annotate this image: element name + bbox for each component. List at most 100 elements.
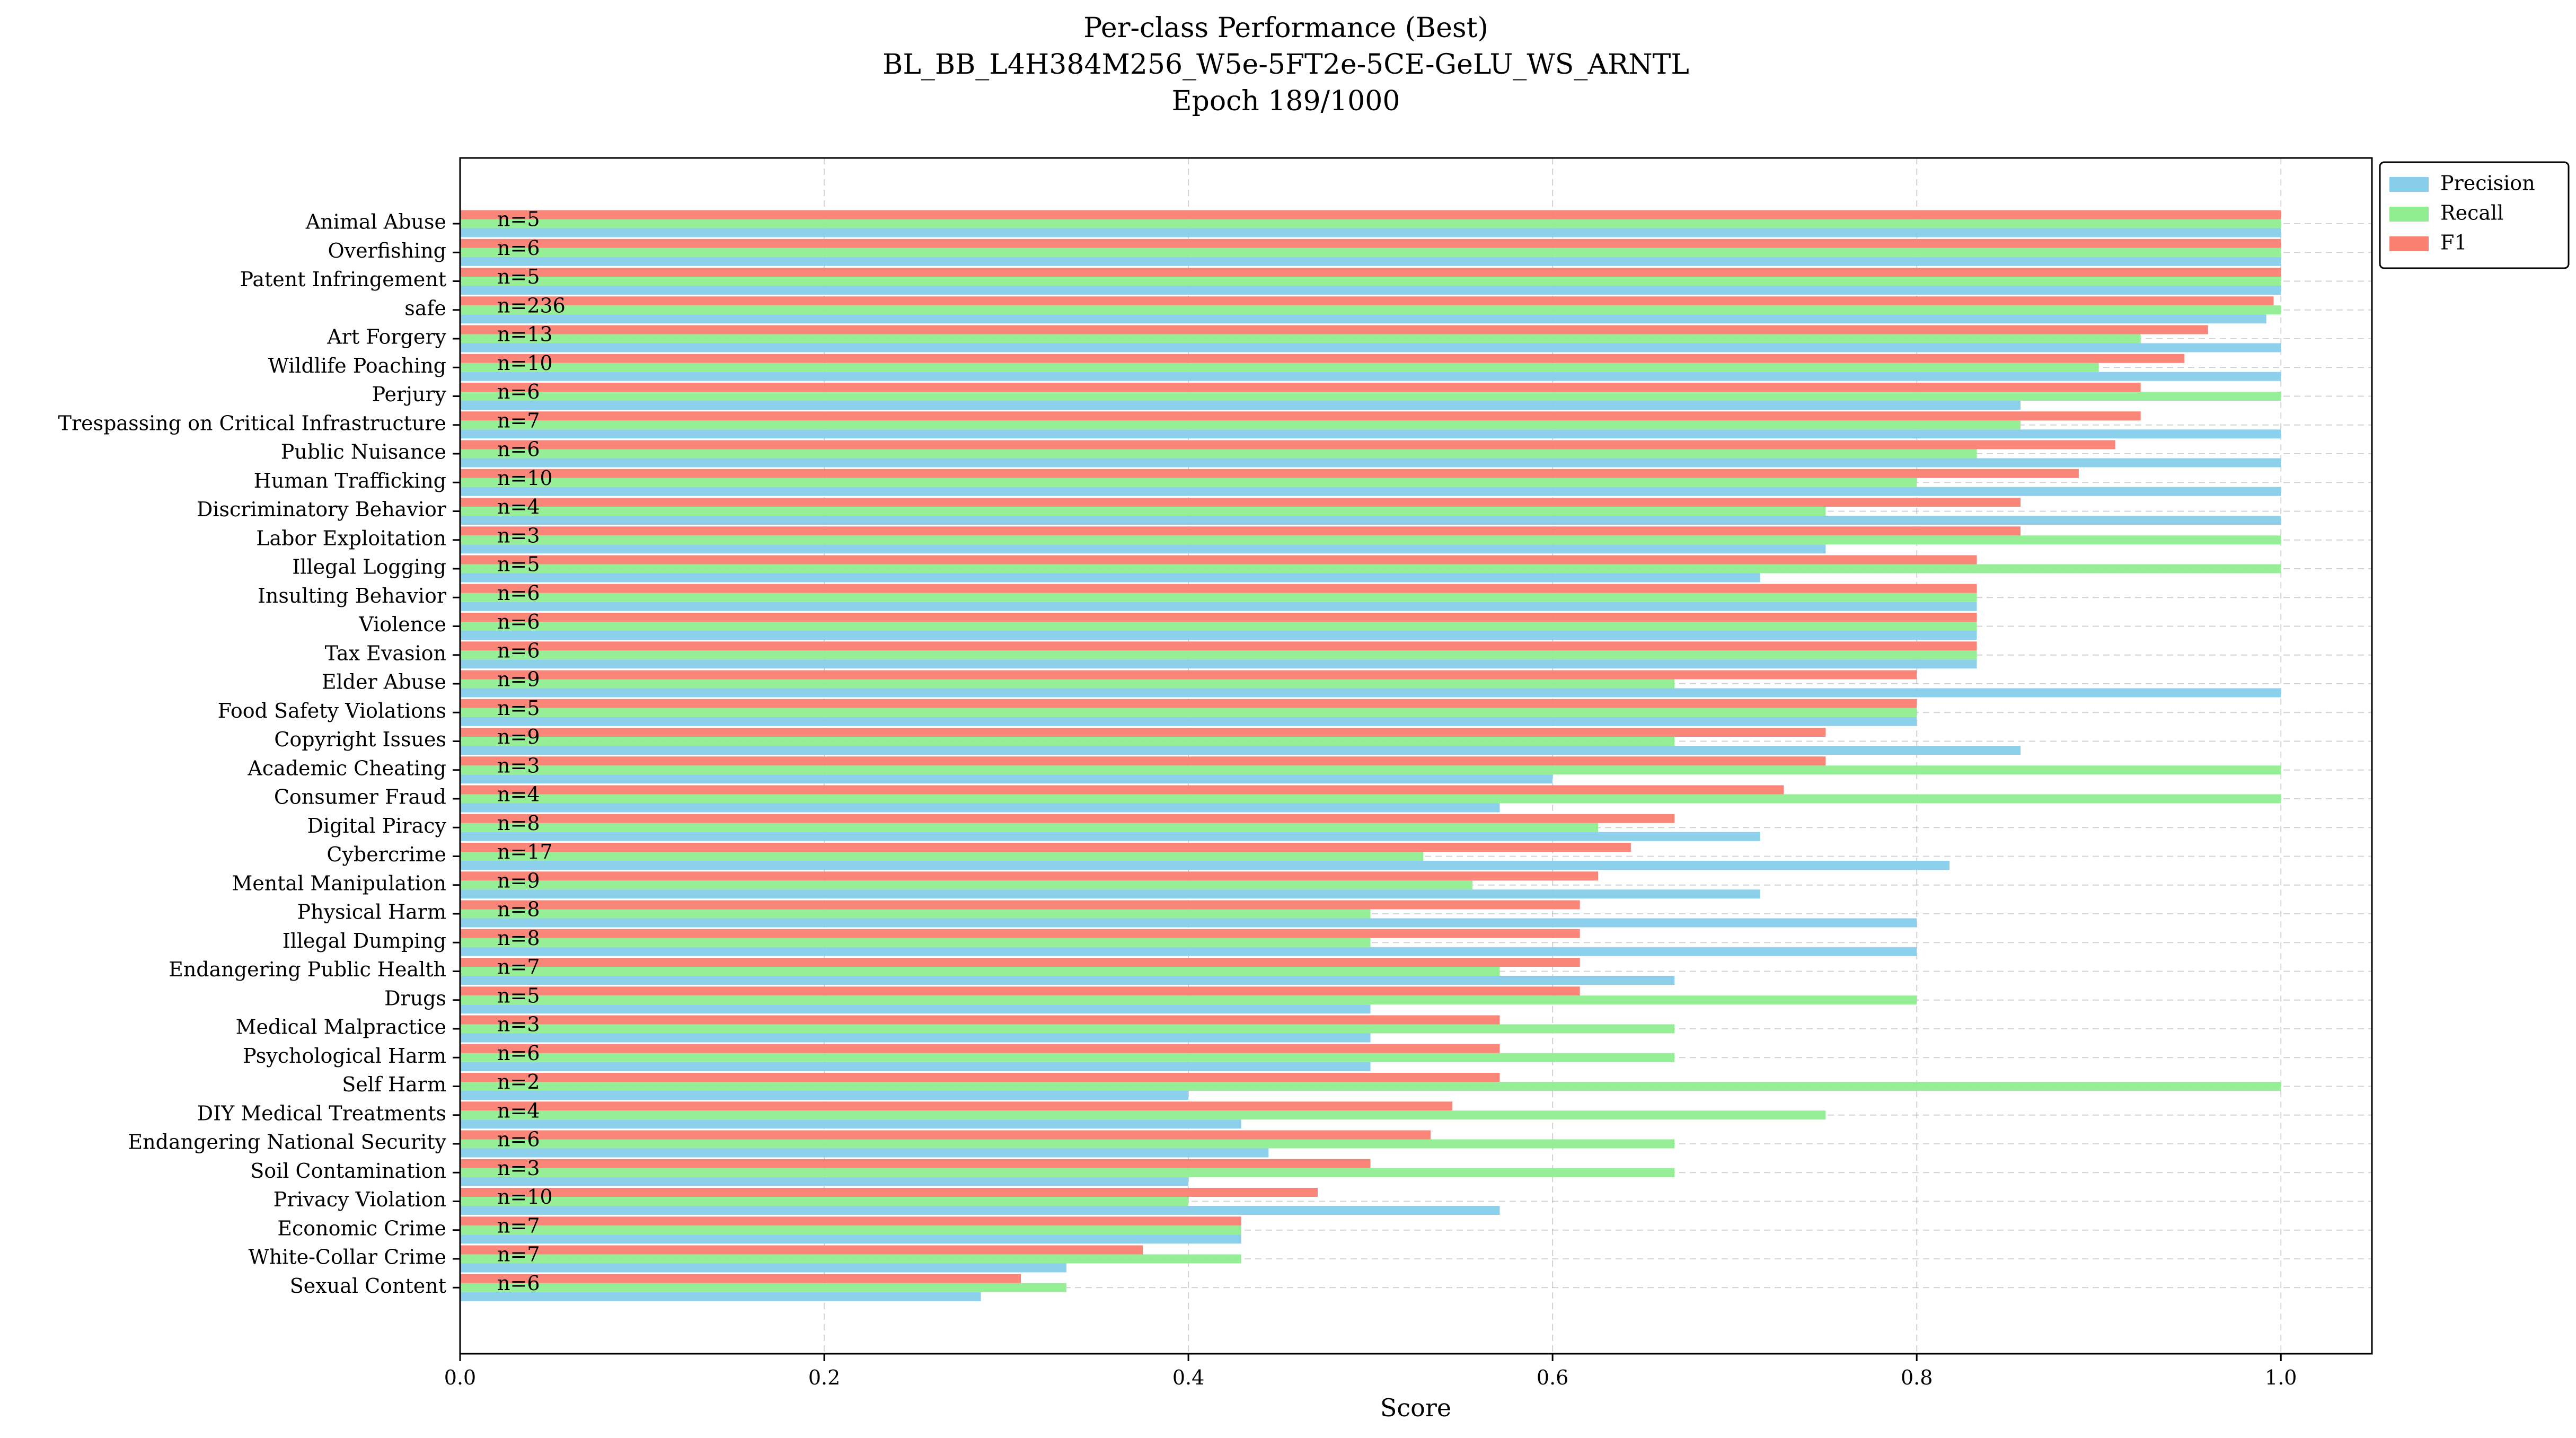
bar-recall-overfishing xyxy=(460,248,2281,257)
count-label-digital-piracy: n=8 xyxy=(497,811,540,835)
bar-recall-academic-cheating xyxy=(460,765,2281,775)
bar-f1-perjury xyxy=(460,383,2141,392)
bar-recall-consumer-fraud xyxy=(460,794,2281,804)
y-label-digital-piracy: Digital Piracy xyxy=(307,814,446,837)
bar-precision-psychological-harm xyxy=(460,1062,1371,1071)
chart-title-line-3: Epoch 189/1000 xyxy=(1172,85,1400,117)
count-label-self-harm: n=2 xyxy=(497,1070,540,1093)
count-label-wildlife-poaching: n=10 xyxy=(497,351,553,375)
bar-f1-white-collar-crime xyxy=(460,1245,1143,1255)
bar-recall-trespassing-on-critical-infrastructure xyxy=(460,420,2021,430)
bar-recall-discriminatory-behavior xyxy=(460,507,1826,516)
bar-f1-economic-crime xyxy=(460,1216,1241,1226)
y-label-self-harm: Self Harm xyxy=(342,1073,446,1096)
chart-title-line-1: Per-class Performance (Best) xyxy=(1083,12,1488,44)
bar-recall-physical-harm xyxy=(460,909,1371,919)
bar-precision-overfishing xyxy=(460,257,2281,266)
bar-f1-medical-malpractice xyxy=(460,1015,1500,1025)
bar-precision-endangering-public-health xyxy=(460,976,1675,985)
count-label-violence: n=6 xyxy=(497,610,540,633)
bar-precision-consumer-fraud xyxy=(460,803,1500,813)
y-axis-labels: Animal Abuse Overfishing Patent Infringeme… xyxy=(58,210,460,1298)
x-axis-label: Score xyxy=(1380,1393,1451,1422)
y-label-white-collar-crime: White-Collar Crime xyxy=(249,1246,446,1269)
count-label-labor-exploitation: n=3 xyxy=(497,524,540,547)
bar-recall-mental-manipulation xyxy=(460,880,1472,890)
y-label-labor-exploitation: Labor Exploitation xyxy=(256,526,446,550)
legend: Precision Recall F1 xyxy=(2379,161,2570,269)
bar-precision-drugs xyxy=(460,1004,1371,1014)
bar-f1-violence xyxy=(460,613,1977,622)
bar-f1-art-forgery xyxy=(460,325,2208,334)
legend-label-recall: Recall xyxy=(2440,201,2503,225)
bar-precision-safe xyxy=(460,314,2266,324)
count-label-tax-evasion: n=6 xyxy=(497,639,540,662)
bar-f1-wildlife-poaching xyxy=(460,354,2185,363)
bar-precision-art-forgery xyxy=(460,343,2281,352)
x-tick-label: 1.0 xyxy=(2265,1366,2297,1389)
count-label-privacy-violation: n=10 xyxy=(497,1185,553,1208)
y-label-safe: safe xyxy=(404,296,446,320)
y-label-tax-evasion: Tax Evasion xyxy=(325,641,446,665)
legend-swatch-recall xyxy=(2389,207,2429,222)
count-label-art-forgery: n=13 xyxy=(497,323,553,346)
legend-swatch-f1 xyxy=(2389,236,2429,251)
bar-f1-digital-piracy xyxy=(460,814,1675,823)
count-label-academic-cheating: n=3 xyxy=(497,754,540,777)
y-label-cybercrime: Cybercrime xyxy=(327,843,446,866)
y-label-patent-infringement: Patent Infringement xyxy=(240,268,446,291)
bar-recall-tax-evasion xyxy=(460,650,1977,660)
bar-recall-patent-infringement xyxy=(460,277,2281,286)
y-label-discriminatory-behavior: Discriminatory Behavior xyxy=(197,498,447,521)
count-label-public-nuisance: n=6 xyxy=(497,438,540,461)
y-label-animal-abuse: Animal Abuse xyxy=(305,210,446,234)
bar-f1-endangering-public-health xyxy=(460,958,1580,967)
x-tick-label: 0.6 xyxy=(1537,1366,1568,1389)
bar-recall-copyright-issues xyxy=(460,737,1675,746)
bar-precision-digital-piracy xyxy=(460,832,1760,841)
x-axis-ticks: 0.0 0.2 0.4 0.6 0.8 1.0 xyxy=(444,1354,2297,1389)
y-label-diy-medical-treatments: DIY Medical Treatments xyxy=(197,1101,446,1125)
bar-f1-privacy-violation xyxy=(460,1188,1318,1197)
y-label-illegal-logging: Illegal Logging xyxy=(292,555,446,579)
bar-f1-public-nuisance xyxy=(460,440,2115,449)
y-label-trespassing-on-critical-infrastructure: Trespassing on Critical Infrastructure xyxy=(58,411,446,435)
bar-f1-illegal-logging xyxy=(460,555,1977,564)
bar-f1-drugs xyxy=(460,986,1580,996)
bar-f1-diy-medical-treatments xyxy=(460,1101,1453,1111)
bar-recall-white-collar-crime xyxy=(460,1254,1241,1264)
bar-precision-soil-contamination xyxy=(460,1177,1189,1186)
x-tick-label: 0.0 xyxy=(444,1366,476,1389)
bar-precision-economic-crime xyxy=(460,1234,1241,1244)
bar-f1-psychological-harm xyxy=(460,1044,1500,1053)
count-label-elder-abuse: n=9 xyxy=(497,668,540,691)
bar-f1-food-safety-violations xyxy=(460,699,1917,708)
count-label-white-collar-crime: n=7 xyxy=(497,1243,540,1266)
count-label-cybercrime: n=17 xyxy=(497,840,553,863)
bar-recall-animal-abuse xyxy=(460,219,2281,228)
count-label-trespassing-on-critical-infrastructure: n=7 xyxy=(497,409,540,432)
legend-label-f1: F1 xyxy=(2440,231,2467,254)
bar-precision-patent-infringement xyxy=(460,286,2281,295)
bar-recall-human-trafficking xyxy=(460,478,1917,487)
bar-recall-insulting-behavior xyxy=(460,593,1977,602)
bar-recall-digital-piracy xyxy=(460,823,1599,832)
bar-recall-sexual-content xyxy=(460,1283,1066,1292)
bar-recall-illegal-logging xyxy=(460,564,2281,574)
y-label-overfishing: Overfishing xyxy=(328,239,446,262)
y-label-art-forgery: Art Forgery xyxy=(327,325,446,349)
bar-f1-animal-abuse xyxy=(460,210,2281,219)
bar-recall-economic-crime xyxy=(460,1225,1241,1235)
bar-f1-labor-exploitation xyxy=(460,526,2021,536)
bar-precision-illegal-logging xyxy=(460,573,1760,583)
y-label-wildlife-poaching: Wildlife Poaching xyxy=(268,354,446,377)
count-label-endangering-national-security: n=6 xyxy=(497,1128,540,1151)
y-label-physical-harm: Physical Harm xyxy=(297,901,446,924)
bar-precision-public-nuisance xyxy=(460,458,2281,467)
bar-precision-privacy-violation xyxy=(460,1206,1500,1215)
y-label-insulting-behavior: Insulting Behavior xyxy=(258,584,447,607)
count-label-economic-crime: n=7 xyxy=(497,1214,540,1237)
count-label-endangering-public-health: n=7 xyxy=(497,955,540,978)
bar-recall-art-forgery xyxy=(460,334,2141,343)
bar-precision-cybercrime xyxy=(460,861,1950,870)
